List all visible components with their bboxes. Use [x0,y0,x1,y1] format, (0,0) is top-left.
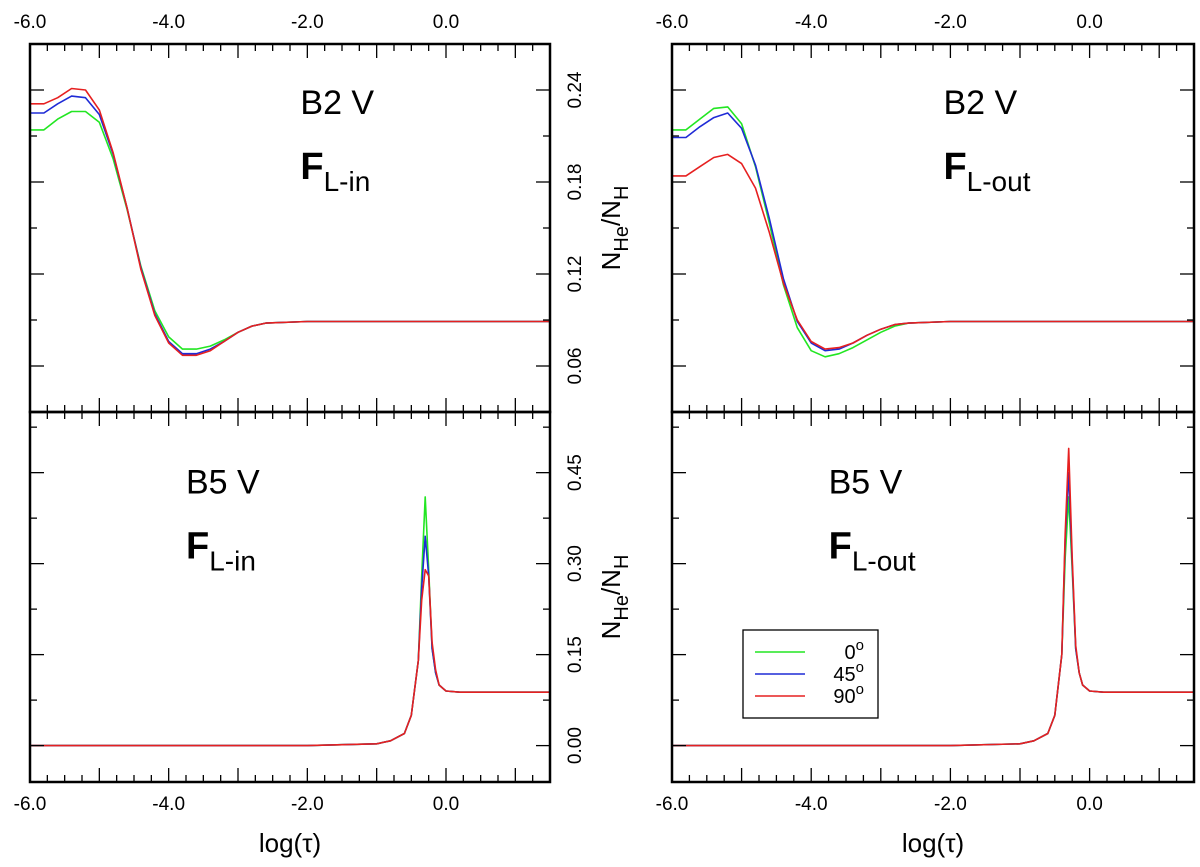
star-type-label: B5 V [829,463,903,501]
x-tick-label-bottom: -6.0 [656,794,689,815]
curves-b5v-out [672,447,1194,747]
y-title-sub-den: H [611,555,633,569]
flux-sub: L-out [967,166,1031,197]
legend-label-value: 90 [833,686,855,708]
legend-label-degree: o [856,659,864,676]
flux-label: FL-in [186,525,256,576]
y-axis-title: NHe/NH [596,555,633,640]
y-tick-label: 0.12 [565,256,586,293]
flux-sub: L-in [209,545,256,576]
panel-b2v-in: 0.06 0.12 0.18 0.24 B2 V FL-in -6.0 -4.0 -2.0 0.0… [14,12,633,414]
legend-label-value: 45 [833,664,855,686]
y-tick-label: 0.45 [565,454,586,491]
flux-main: F [829,525,852,567]
y-title-base: N [596,621,626,640]
y-title-base: N [596,252,626,271]
y-tick-label: 0.30 [565,545,586,582]
x-tick-label-bottom: -2.0 [934,794,967,815]
x-tick-label-top: -4.0 [795,12,828,33]
flux-sub: L-out [852,545,916,576]
panel-frame [670,410,1196,784]
x-tick-label-top: 0.0 [1076,12,1102,33]
x-tick-label-bottom: -4.0 [795,794,828,815]
star-type-label: B2 V [943,84,1017,122]
x-tick-label-top: 0.0 [433,12,459,33]
y-tick-label: 0.18 [565,164,586,201]
flux-label: FL-in [300,146,370,197]
panel-frame [28,410,552,784]
series-line-90deg-b2v-out [672,153,1194,350]
series-line-90deg-b5v-out [672,447,1194,747]
y-title-sub-num: He [611,226,633,252]
legend-label-degree: o [856,637,864,654]
flux-main: F [943,146,966,188]
y-title-sep: /N [596,569,626,595]
legend-label: 0o [845,637,864,664]
star-type-label: B2 V [300,84,374,122]
y-title-sub-den: H [611,186,633,200]
y-tick-label: 0.06 [565,348,586,385]
series-line-90deg-b2v-in [30,87,550,357]
panel-frame [28,42,552,414]
legend-label: 45o [833,659,864,686]
x-axis-title: log(τ) [902,828,964,858]
flux-main: F [300,146,323,188]
curves-b2v-out [672,106,1194,358]
flux-label: FL-out [829,525,916,576]
legend-label-value: 0 [845,642,856,664]
legend-label: 90o [833,681,864,708]
star-type-label: B5 V [186,463,260,501]
x-tick-label-bottom: 0.0 [433,794,459,815]
legend-label-degree: o [856,681,864,698]
y-tick-label: 0.15 [565,636,586,673]
curves-b5v-in [30,496,550,747]
panel-b5v-in: 0.00 0.15 0.30 0.45 B5 V FL-in -6.0 -4.0 -2.0 0.0… [14,410,633,858]
x-tick-label-bottom: -6.0 [14,794,47,815]
x-tick-label-top: -6.0 [14,12,47,33]
x-tick-label-bottom: -2.0 [291,794,324,815]
x-tick-label-bottom: 0.0 [1076,794,1102,815]
y-tick-label: 0.24 [565,71,586,108]
x-tick-label-top: -4.0 [152,12,185,33]
series-line-0deg-b2v-in [30,110,550,350]
x-tick-label-top: -6.0 [656,12,689,33]
panel-frame [670,42,1196,414]
x-axis-title: log(τ) [259,828,321,858]
y-axis-title: NHe/NH [596,186,633,271]
x-tick-label-bottom: -4.0 [152,794,185,815]
flux-main: F [186,525,209,567]
x-tick-label-top: -2.0 [934,12,967,33]
curves-b2v-in [30,87,550,357]
series-line-45deg-b5v-in [30,535,550,747]
y-tick-label: 0.00 [565,727,586,764]
y-title-sub-num: He [611,595,633,621]
y-title-sep: /N [596,200,626,226]
series-line-0deg-b5v-in [30,496,550,747]
series-line-90deg-b5v-in [30,568,550,747]
flux-sub: L-in [324,166,371,197]
flux-label: FL-out [943,146,1030,197]
x-tick-label-top: -2.0 [291,12,324,33]
series-line-0deg-b2v-out [672,106,1194,358]
